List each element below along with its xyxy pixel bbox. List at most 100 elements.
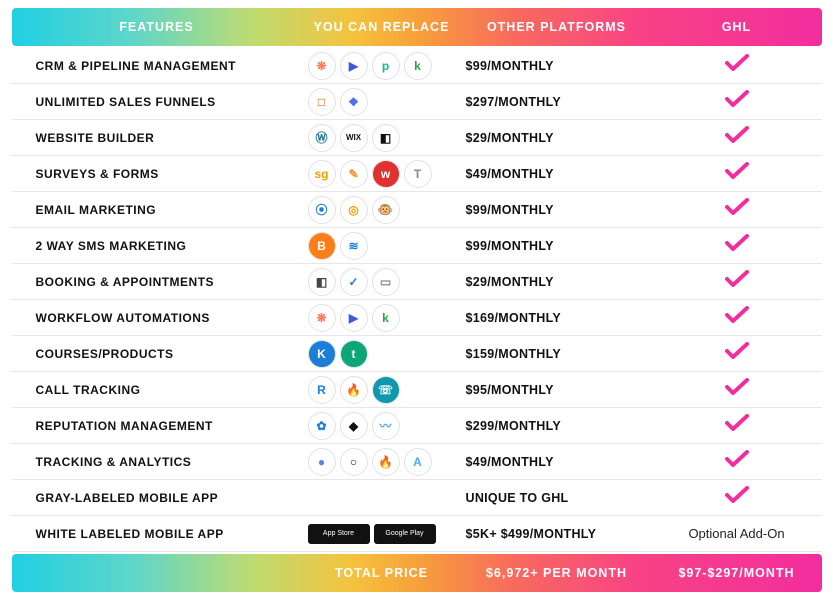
ghl-cell xyxy=(652,198,822,221)
other-price: UNIQUE TO GHL xyxy=(462,491,652,505)
competitor-icon: K xyxy=(308,340,336,368)
feature-label: WORKFLOW AUTOMATIONS xyxy=(12,311,302,325)
footer-blank xyxy=(12,554,302,592)
store-badge: App Store xyxy=(308,524,370,544)
competitor-icon: WIX xyxy=(340,124,368,152)
table-row: EMAIL MARKETING⦿◎🐵$99/MONTHLY xyxy=(12,192,822,228)
ghl-cell xyxy=(652,126,822,149)
other-price: $99/MONTHLY xyxy=(462,59,652,73)
table-row: WHITE LABELED MOBILE APPApp StoreGoogle … xyxy=(12,516,822,552)
feature-label: TRACKING & ANALYTICS xyxy=(12,455,302,469)
feature-label: CRM & PIPELINE MANAGEMENT xyxy=(12,59,302,73)
competitor-icon: ▶ xyxy=(340,304,368,332)
feature-label: WHITE LABELED MOBILE APP xyxy=(12,527,302,541)
competitor-icon: ❖ xyxy=(340,88,368,116)
footer-total-other: $6,972+ PER MONTH xyxy=(462,554,652,592)
check-icon xyxy=(725,90,749,108)
table-row: UNLIMITED SALES FUNNELS□❖$297/MONTHLY xyxy=(12,84,822,120)
other-price: $169/MONTHLY xyxy=(462,311,652,325)
table-row: BOOKING & APPOINTMENTS◧✓▭$29/MONTHLY xyxy=(12,264,822,300)
ghl-cell xyxy=(652,486,822,509)
competitor-icon: ◆ xyxy=(340,412,368,440)
ghl-cell xyxy=(652,414,822,437)
check-icon xyxy=(725,450,749,468)
competitor-icon: 🔥 xyxy=(372,448,400,476)
ghl-text: Optional Add-On xyxy=(688,526,784,541)
table-header: FEATURES YOU CAN REPLACE OTHER PLATFORMS… xyxy=(12,8,822,46)
other-price: $29/MONTHLY xyxy=(462,131,652,145)
ghl-cell xyxy=(652,270,822,293)
competitor-icon: T xyxy=(404,160,432,188)
replace-icons: R🔥☏ xyxy=(302,376,462,404)
replace-icons: ❋▶k xyxy=(302,304,462,332)
competitor-icon: k xyxy=(372,304,400,332)
competitor-icon: A xyxy=(404,448,432,476)
competitor-icon: ≋ xyxy=(340,232,368,260)
table-row: COURSES/PRODUCTSKt$159/MONTHLY xyxy=(12,336,822,372)
competitor-icon: ✿ xyxy=(308,412,336,440)
replace-icons: ●○🔥A xyxy=(302,448,462,476)
competitor-icon: ○ xyxy=(340,448,368,476)
competitor-icon: 〰 xyxy=(372,412,400,440)
feature-label: 2 WAY SMS MARKETING xyxy=(12,239,302,253)
header-ghl: GHL xyxy=(652,8,822,46)
competitor-icon: Ⓦ xyxy=(308,124,336,152)
feature-label: SURVEYS & FORMS xyxy=(12,167,302,181)
replace-icons: ⓌWIX◧ xyxy=(302,124,462,152)
check-icon xyxy=(725,306,749,324)
check-icon xyxy=(725,342,749,360)
replace-icons: ❋▶pk xyxy=(302,52,462,80)
competitor-icon: p xyxy=(372,52,400,80)
other-price: $49/MONTHLY xyxy=(462,455,652,469)
check-icon xyxy=(725,378,749,396)
table-footer: TOTAL PRICE $6,972+ PER MONTH $97-$297/M… xyxy=(12,554,822,592)
feature-label: BOOKING & APPOINTMENTS xyxy=(12,275,302,289)
table-row: GRAY-LABELED MOBILE APPUNIQUE TO GHL xyxy=(12,480,822,516)
competitor-icon: ◧ xyxy=(372,124,400,152)
replace-icons: App StoreGoogle Play xyxy=(302,524,462,544)
table-body: CRM & PIPELINE MANAGEMENT❋▶pk$99/MONTHLY… xyxy=(12,48,822,552)
check-icon xyxy=(725,162,749,180)
other-price: $49/MONTHLY xyxy=(462,167,652,181)
replace-icons: Kt xyxy=(302,340,462,368)
check-icon xyxy=(725,234,749,252)
table-row: CRM & PIPELINE MANAGEMENT❋▶pk$99/MONTHLY xyxy=(12,48,822,84)
competitor-icon: B xyxy=(308,232,336,260)
feature-label: WEBSITE BUILDER xyxy=(12,131,302,145)
feature-label: REPUTATION MANAGEMENT xyxy=(12,419,302,433)
check-icon xyxy=(725,486,749,504)
check-icon xyxy=(725,54,749,72)
ghl-cell xyxy=(652,234,822,257)
competitor-icon: ◧ xyxy=(308,268,336,296)
replace-icons: sg✎wT xyxy=(302,160,462,188)
other-price: $99/MONTHLY xyxy=(462,203,652,217)
header-features: FEATURES xyxy=(12,8,302,46)
header-other: OTHER PLATFORMS xyxy=(462,8,652,46)
competitor-icon: □ xyxy=(308,88,336,116)
check-icon xyxy=(725,270,749,288)
table-row: WEBSITE BUILDERⓌWIX◧$29/MONTHLY xyxy=(12,120,822,156)
replace-icons: ⦿◎🐵 xyxy=(302,196,462,224)
other-price: $297/MONTHLY xyxy=(462,95,652,109)
ghl-cell xyxy=(652,90,822,113)
feature-label: UNLIMITED SALES FUNNELS xyxy=(12,95,302,109)
competitor-icon: ▭ xyxy=(372,268,400,296)
competitor-icon: ● xyxy=(308,448,336,476)
replace-icons: ✿◆〰 xyxy=(302,412,462,440)
ghl-cell xyxy=(652,342,822,365)
ghl-cell xyxy=(652,162,822,185)
replace-icons: □❖ xyxy=(302,88,462,116)
other-price: $29/MONTHLY xyxy=(462,275,652,289)
replace-icons: ◧✓▭ xyxy=(302,268,462,296)
footer-total-label: TOTAL PRICE xyxy=(302,554,462,592)
other-price: $5K+ $499/MONTHLY xyxy=(462,527,652,541)
competitor-icon: ❋ xyxy=(308,304,336,332)
feature-label: CALL TRACKING xyxy=(12,383,302,397)
competitor-icon: ❋ xyxy=(308,52,336,80)
competitor-icon: ☏ xyxy=(372,376,400,404)
check-icon xyxy=(725,198,749,216)
ghl-cell xyxy=(652,54,822,77)
ghl-cell xyxy=(652,378,822,401)
other-price: $159/MONTHLY xyxy=(462,347,652,361)
table-row: CALL TRACKINGR🔥☏$95/MONTHLY xyxy=(12,372,822,408)
